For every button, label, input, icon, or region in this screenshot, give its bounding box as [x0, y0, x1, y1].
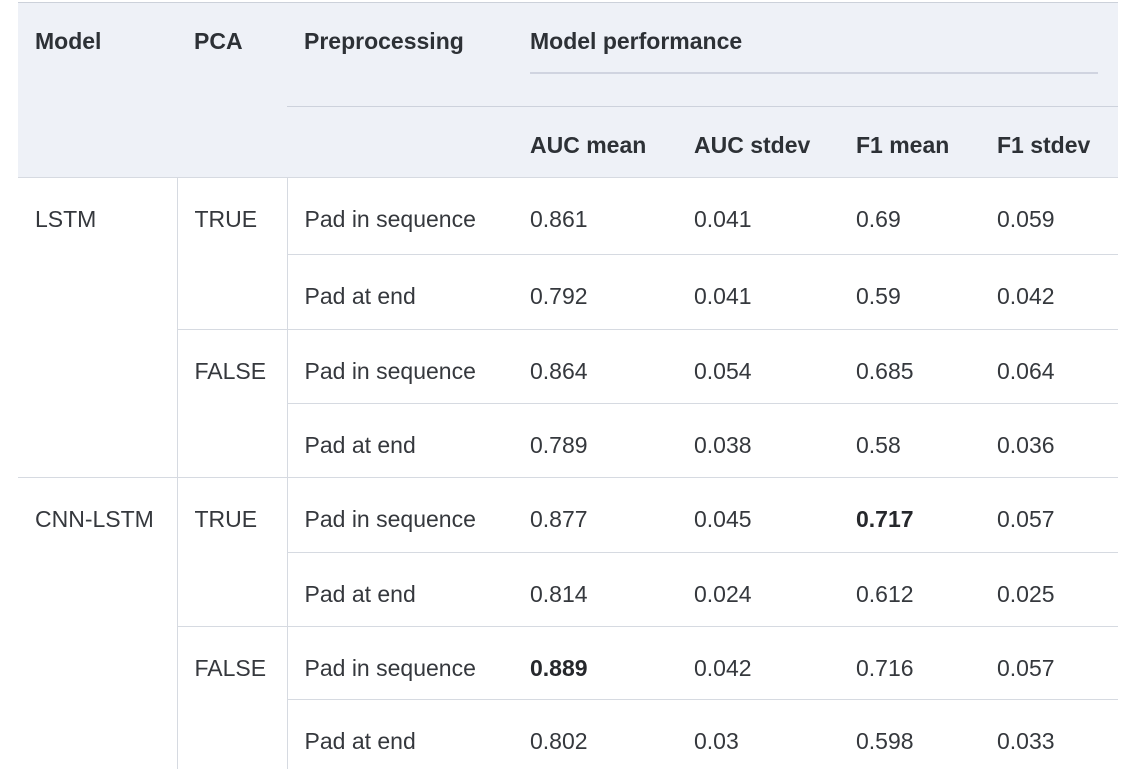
auc-mean-cell: 0.814: [513, 552, 677, 627]
auc-stdev-cell: 0.041: [677, 254, 839, 330]
auc-mean-cell: 0.802: [513, 699, 677, 769]
table-row: FALSE Pad in sequence 0.889 0.042 0.716 …: [18, 626, 1119, 769]
preprocessing-cell: Pad in sequence: [286, 477, 513, 553]
model-cell: CNN-LSTM: [18, 477, 177, 769]
preprocessing-cell: Pad in sequence: [286, 177, 513, 255]
auc-stdev-cell: 0.041: [677, 177, 839, 255]
auc-stdev-cell: 0.045: [677, 477, 839, 553]
f1-stdev-cell: 0.057: [980, 626, 1119, 700]
f1-stdev-cell: 0.025: [980, 552, 1119, 627]
col-header-pca: PCA: [177, 2, 287, 178]
f1-stdev-cell: 0.059: [980, 177, 1119, 255]
table-row: CNN-LSTM TRUE Pad in sequence 0.877 0.04…: [18, 477, 1119, 769]
col-header-auc-stdev: AUC stdev: [677, 106, 839, 178]
f1-stdev-cell: 0.042: [980, 254, 1119, 330]
auc-stdev-cell: 0.038: [677, 403, 839, 478]
preprocessing-cell: Pad at end: [286, 403, 513, 478]
f1-mean-cell: 0.612: [839, 552, 980, 627]
table-row: Pad at end 0.814 0.024 0.612 0.025: [18, 552, 1119, 627]
auc-mean-cell: 0.792: [513, 254, 677, 330]
auc-mean-cell-bold: 0.889: [513, 626, 677, 700]
preprocessing-cell: Pad in sequence: [286, 329, 513, 404]
col-header-f1-mean: F1 mean: [839, 106, 980, 178]
col-header-model: Model: [18, 2, 177, 178]
f1-mean-cell: 0.598: [839, 699, 980, 769]
preprocessing-cell: Pad at end: [286, 699, 513, 769]
f1-mean-cell-bold: 0.717: [839, 477, 980, 553]
model-performance-rule: [530, 72, 1099, 74]
col-header-auc-mean: AUC mean: [513, 106, 677, 178]
pca-cell: TRUE: [176, 477, 287, 627]
pca-cell: FALSE: [176, 626, 287, 769]
f1-mean-cell: 0.69: [839, 177, 980, 255]
col-header-preprocessing: Preprocessing: [287, 2, 513, 107]
model-cell: LSTM: [18, 177, 177, 478]
table-row: LSTM TRUE Pad in sequence 0.861 0.041 0.…: [18, 177, 1119, 478]
f1-stdev-cell: 0.064: [980, 329, 1119, 404]
table-header: Model PCA Preprocessing Model performanc…: [18, 2, 1119, 178]
auc-stdev-cell: 0.024: [677, 552, 839, 627]
f1-mean-cell: 0.685: [839, 329, 980, 404]
auc-mean-cell: 0.861: [513, 177, 677, 255]
header-row-metrics: AUC mean AUC stdev F1 mean F1 stdev: [18, 106, 1119, 178]
f1-mean-cell: 0.59: [839, 254, 980, 330]
header-row-top: Model PCA Preprocessing Model performanc…: [18, 2, 1119, 178]
auc-mean-cell: 0.877: [513, 477, 677, 553]
f1-mean-cell: 0.58: [839, 403, 980, 478]
table-row: Pad at end 0.802 0.03 0.598 0.033: [18, 699, 1119, 769]
preprocessing-cell: Pad at end: [286, 254, 513, 330]
col-header-model-performance: Model performance: [513, 2, 1119, 107]
table-row: Pad at end 0.792 0.041 0.59 0.042: [18, 254, 1119, 330]
preprocessing-cell: Pad at end: [286, 552, 513, 627]
table-body: LSTM TRUE Pad in sequence 0.861 0.041 0.…: [18, 177, 1119, 769]
auc-stdev-cell: 0.054: [677, 329, 839, 404]
model-performance-label: Model performance: [530, 28, 743, 54]
f1-mean-cell: 0.716: [839, 626, 980, 700]
header-spacer-cell: [287, 106, 513, 178]
f1-stdev-cell: 0.033: [980, 699, 1119, 769]
model-performance-table: Model PCA Preprocessing Model performanc…: [18, 2, 1119, 769]
col-header-f1-stdev: F1 stdev: [980, 106, 1119, 178]
f1-stdev-cell: 0.036: [980, 403, 1119, 478]
preprocessing-cell: Pad in sequence: [286, 626, 513, 700]
pca-cell: TRUE: [176, 177, 287, 330]
auc-mean-cell: 0.789: [513, 403, 677, 478]
auc-stdev-cell: 0.03: [677, 699, 839, 769]
auc-stdev-cell: 0.042: [677, 626, 839, 700]
pca-cell: FALSE: [176, 329, 287, 478]
f1-stdev-cell: 0.057: [980, 477, 1119, 553]
auc-mean-cell: 0.864: [513, 329, 677, 404]
table-row: FALSE Pad in sequence 0.864 0.054 0.685 …: [18, 329, 1119, 478]
table-row: Pad at end 0.789 0.038 0.58 0.036: [18, 403, 1119, 478]
